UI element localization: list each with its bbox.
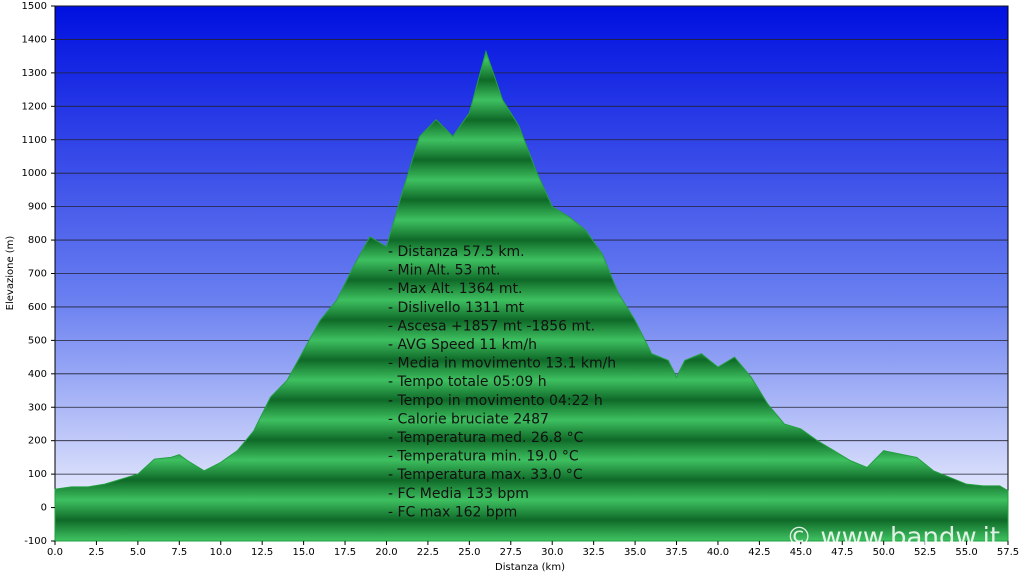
y-tick-label: 700: [28, 269, 47, 280]
annotation: - Ascesa +1857 mt -1856 mt.: [388, 318, 595, 334]
y-tick-label: 1100: [22, 135, 47, 146]
x-tick-label: 52.5: [914, 547, 936, 558]
x-tick-label: 50.0: [873, 547, 895, 558]
y-tick-label: 1200: [22, 101, 47, 112]
y-tick-label: 1400: [22, 34, 47, 45]
annotation: - AVG Speed 11 km/h: [388, 337, 537, 353]
x-tick-label: 20.0: [375, 547, 397, 558]
x-tick-label: 17.5: [334, 547, 356, 558]
x-tick-label: 15.0: [292, 547, 314, 558]
x-tick-label: 10.0: [210, 547, 232, 558]
x-tick-label: 30.0: [541, 547, 563, 558]
annotation: - Temperatura min. 19.0 °C: [388, 449, 579, 465]
x-tick-label: 27.5: [500, 547, 522, 558]
y-tick-label: 800: [28, 235, 47, 246]
x-tick-label: 5.0: [130, 547, 146, 558]
annotation: - Calorie bruciate 2487: [388, 411, 549, 427]
x-tick-label: 35.0: [624, 547, 646, 558]
annotation: - Tempo in movimento 04:22 h: [388, 393, 603, 409]
x-tick-label: 45.0: [790, 547, 812, 558]
annotation: - Temperatura med. 26.8 °C: [388, 430, 584, 446]
x-tick-label: 0.0: [47, 547, 63, 558]
x-tick-label: 32.5: [583, 547, 605, 558]
elevation-area: [54, 49, 1009, 542]
annotation: - Min Alt. 53 mt.: [388, 263, 501, 279]
x-tick-label: 25.0: [458, 547, 480, 558]
annotation: - Max Alt. 1364 mt.: [388, 281, 522, 297]
x-tick-label: 37.5: [665, 547, 687, 558]
x-tick-label: 12.5: [251, 547, 273, 558]
y-tick-label: 1300: [22, 68, 47, 79]
annotation: - Temperatura max. 33.0 °C: [388, 467, 583, 483]
x-tick-label: 55.0: [955, 547, 977, 558]
y-tick-label: 200: [28, 436, 47, 447]
y-tick-label: 500: [28, 335, 47, 346]
annotation: - FC max 162 bpm: [388, 504, 517, 520]
y-tick-label: 0: [41, 503, 47, 514]
x-axis-label: Distanza (km): [495, 562, 565, 573]
annotation: - Dislivello 1311 mt: [388, 300, 525, 316]
y-tick-label: 400: [28, 369, 47, 380]
y-tick-label: 600: [28, 302, 47, 313]
watermark: © www.bandw.it: [786, 523, 1000, 553]
y-tick-label: 1500: [22, 1, 47, 12]
annotation: - FC Media 133 bpm: [388, 486, 529, 502]
annotation: - Media in movimento 13.1 km/h: [388, 356, 616, 372]
y-tick-label: 900: [28, 202, 47, 213]
x-tick-label: 42.5: [748, 547, 770, 558]
x-tick-label: 2.5: [88, 547, 104, 558]
annotation: - Tempo totale 05:09 h: [388, 374, 547, 390]
y-tick-label: -100: [24, 536, 47, 547]
x-tick-label: 7.5: [171, 547, 187, 558]
x-tick-label: 40.0: [707, 547, 729, 558]
y-axis-label: Elevazione (m): [5, 236, 16, 311]
x-tick-label: 57.5: [997, 547, 1019, 558]
y-tick-label: 1000: [22, 168, 47, 179]
y-tick-label: 100: [28, 469, 47, 480]
x-tick-label: 47.5: [831, 547, 853, 558]
y-tick-label: 300: [28, 402, 47, 413]
annotation: - Distanza 57.5 km.: [388, 244, 525, 260]
x-tick-label: 22.5: [417, 547, 439, 558]
